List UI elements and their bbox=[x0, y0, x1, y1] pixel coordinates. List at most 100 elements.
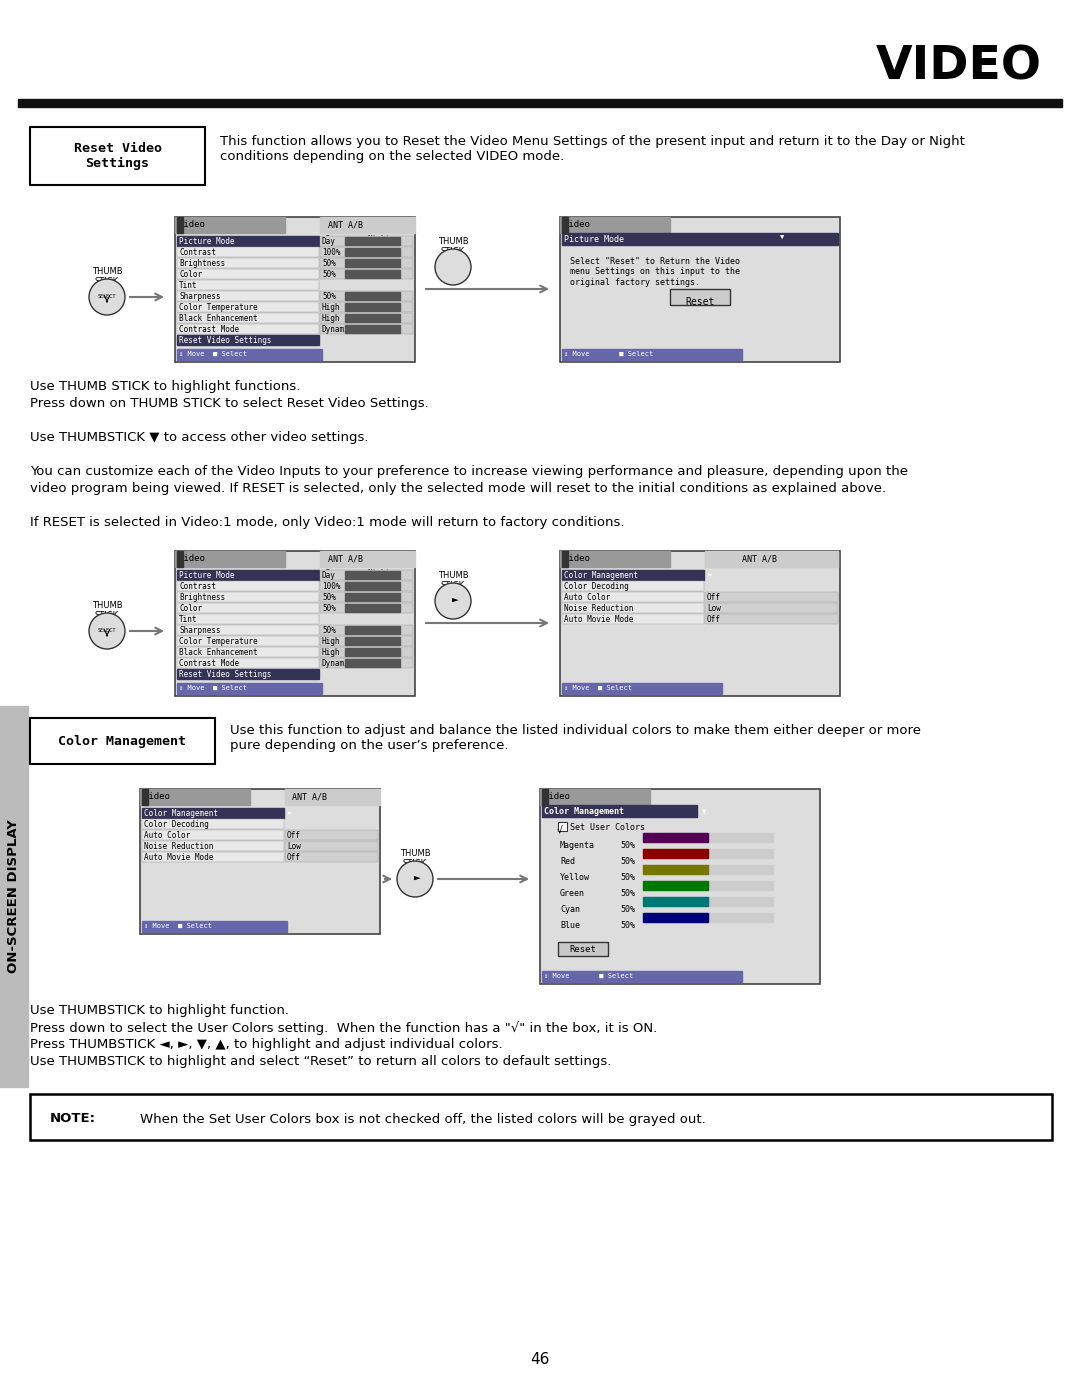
Text: ►: ► bbox=[414, 875, 420, 884]
Bar bbox=[345, 270, 400, 278]
Text: Black Enhancement: Black Enhancement bbox=[179, 314, 258, 323]
Text: High: High bbox=[322, 303, 340, 312]
Text: If RESET is selected in Video:1 mode, only Video:1 mode will return to factory c: If RESET is selected in Video:1 mode, on… bbox=[30, 515, 624, 529]
Text: 50%: 50% bbox=[322, 592, 336, 602]
Bar bbox=[345, 326, 400, 332]
Text: ANT A/B: ANT A/B bbox=[743, 555, 778, 563]
Bar bbox=[175, 550, 285, 567]
Bar bbox=[562, 615, 704, 624]
Text: Off: Off bbox=[287, 831, 301, 840]
Bar bbox=[140, 789, 380, 935]
Bar bbox=[345, 604, 400, 612]
Text: Reset Video Settings: Reset Video Settings bbox=[179, 671, 271, 679]
Bar bbox=[177, 324, 319, 334]
Bar bbox=[320, 647, 413, 657]
Bar bbox=[345, 626, 400, 634]
Bar bbox=[558, 942, 608, 956]
Bar bbox=[177, 291, 319, 300]
Bar bbox=[320, 658, 413, 668]
Text: Color Decoding: Color Decoding bbox=[564, 583, 629, 591]
Bar bbox=[643, 882, 708, 890]
Bar bbox=[141, 841, 284, 851]
Bar bbox=[705, 592, 838, 602]
Bar bbox=[643, 865, 708, 875]
Bar bbox=[561, 550, 670, 567]
Text: THUMB
STICK: THUMB STICK bbox=[437, 571, 469, 591]
Bar bbox=[345, 258, 400, 267]
Text: Use this function to adjust and balance the listed individual colors to make the: Use this function to adjust and balance … bbox=[230, 724, 921, 752]
Text: ►: ► bbox=[451, 597, 458, 606]
Bar bbox=[345, 249, 400, 256]
Text: Off: Off bbox=[707, 592, 720, 602]
Text: Press THUMBSTICK ◄, ►, ▼, ▲, to highlight and adjust individual colors.: Press THUMBSTICK ◄, ►, ▼, ▲, to highligh… bbox=[30, 1038, 502, 1051]
Text: ↕ Move  ■ Select: ↕ Move ■ Select bbox=[144, 923, 212, 929]
Text: SELECT: SELECT bbox=[98, 293, 117, 299]
Text: THUMB
STICK: THUMB STICK bbox=[437, 237, 469, 257]
Bar bbox=[320, 624, 413, 636]
Text: Use THUMB STICK to highlight functions.: Use THUMB STICK to highlight functions. bbox=[30, 380, 300, 393]
Text: Auto Movie Mode: Auto Movie Mode bbox=[564, 615, 633, 624]
Bar bbox=[177, 258, 319, 268]
Bar bbox=[177, 270, 319, 279]
Bar bbox=[177, 604, 319, 613]
Text: Press down on THUMB STICK to select Reset Video Settings.: Press down on THUMB STICK to select Rese… bbox=[30, 397, 429, 409]
Text: Dynamic: Dynamic bbox=[322, 659, 354, 668]
Bar bbox=[177, 236, 319, 246]
Bar bbox=[141, 852, 284, 862]
Text: ↕ Move  ■ Select: ↕ Move ■ Select bbox=[564, 685, 632, 692]
Bar bbox=[345, 637, 400, 645]
Bar bbox=[643, 833, 773, 842]
Bar bbox=[177, 581, 319, 591]
Bar bbox=[320, 236, 413, 246]
Bar bbox=[177, 247, 319, 257]
Text: Auto Movie Mode: Auto Movie Mode bbox=[144, 854, 214, 862]
Bar bbox=[320, 324, 413, 334]
Bar bbox=[141, 819, 284, 828]
Text: Video: Video bbox=[564, 219, 591, 229]
Text: 50%: 50% bbox=[322, 270, 336, 279]
Text: 50%: 50% bbox=[620, 841, 635, 849]
Bar bbox=[320, 270, 413, 279]
Bar bbox=[177, 592, 319, 602]
Bar bbox=[30, 1094, 1052, 1140]
Bar bbox=[177, 335, 319, 345]
Bar bbox=[643, 882, 773, 890]
Bar bbox=[558, 821, 567, 831]
Bar bbox=[320, 581, 413, 591]
Bar bbox=[705, 615, 838, 624]
Text: ANT A/B: ANT A/B bbox=[327, 219, 363, 229]
Bar bbox=[177, 683, 322, 694]
Text: 50%: 50% bbox=[322, 258, 336, 268]
Text: Video: Video bbox=[179, 219, 206, 229]
Text: Tint: Tint bbox=[179, 281, 198, 291]
Text: Color: Color bbox=[179, 604, 202, 613]
Text: You can customize each of the Video Inputs to your preference to increase viewin: You can customize each of the Video Inpu… bbox=[30, 465, 908, 478]
Text: Color Management: Color Management bbox=[144, 809, 218, 819]
Circle shape bbox=[435, 249, 471, 285]
Text: This function allows you to Reset the Video Menu Settings of the present input a: This function allows you to Reset the Vi… bbox=[220, 136, 964, 163]
Text: Reset Video Settings: Reset Video Settings bbox=[179, 337, 271, 345]
Bar bbox=[345, 292, 400, 300]
Bar bbox=[345, 592, 400, 601]
Bar bbox=[140, 789, 249, 805]
Text: 100%: 100% bbox=[322, 583, 340, 591]
Bar bbox=[320, 258, 413, 268]
Bar bbox=[643, 865, 773, 875]
Bar bbox=[141, 921, 287, 932]
Bar bbox=[175, 217, 285, 233]
Circle shape bbox=[435, 583, 471, 619]
Bar bbox=[177, 636, 319, 645]
Text: VIDEO: VIDEO bbox=[876, 45, 1042, 89]
Text: SELECT: SELECT bbox=[98, 629, 117, 633]
Bar bbox=[177, 615, 319, 624]
Bar bbox=[562, 592, 704, 602]
Text: Contrast Mode: Contrast Mode bbox=[179, 326, 239, 334]
Text: Reset: Reset bbox=[686, 298, 715, 307]
Bar bbox=[285, 830, 378, 840]
Text: Low: Low bbox=[707, 604, 720, 613]
Bar bbox=[643, 833, 708, 842]
Bar bbox=[345, 237, 400, 244]
Text: Color Temperature: Color Temperature bbox=[179, 637, 258, 645]
Bar bbox=[320, 302, 413, 312]
Bar bbox=[345, 314, 400, 321]
